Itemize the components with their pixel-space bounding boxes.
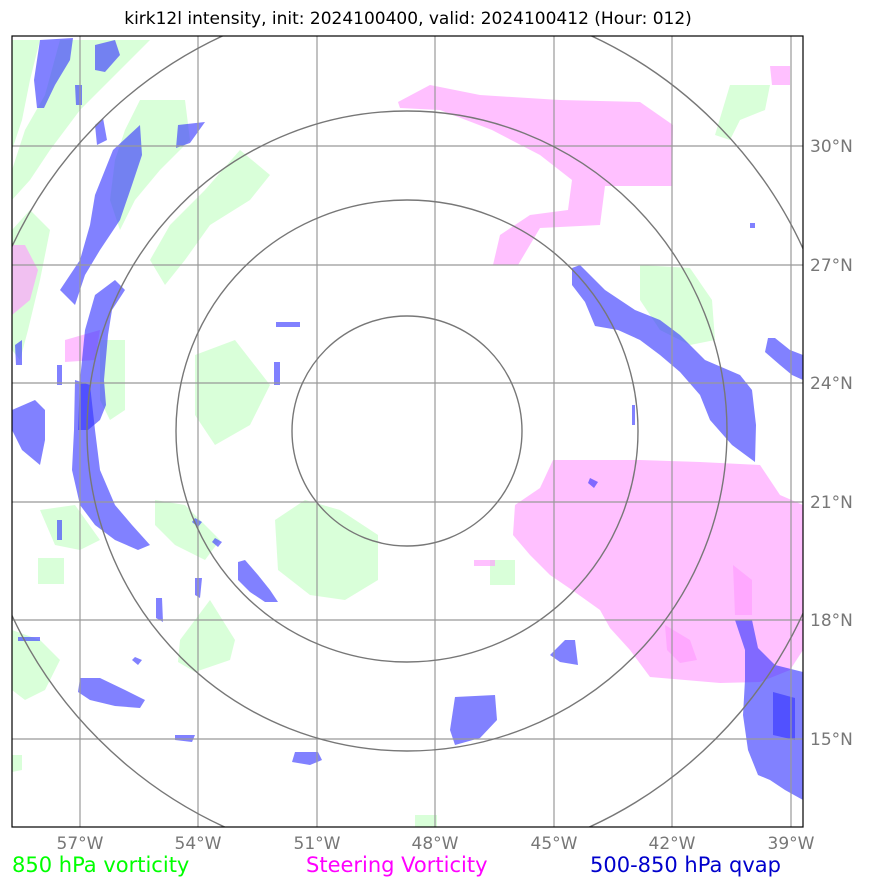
- legend-850-vorticity: 850 hPa vorticity: [12, 853, 190, 877]
- range-ring-1: [291, 315, 523, 547]
- map-title: kirk12l intensity, init: 2024100400, val…: [124, 9, 692, 29]
- range-rings: [12, 36, 803, 827]
- lat-tick-labels: 30°N 27°N 24°N 21°N 18°N 15°N: [810, 137, 853, 750]
- lon-tick-39w: 39°W: [768, 834, 815, 854]
- lon-tick-45w: 45°W: [531, 834, 578, 854]
- lon-tick-labels: 57°W 54°W 51°W 48°W 45°W 42°W 39°W: [57, 834, 815, 854]
- range-ring-2: [175, 199, 639, 663]
- lon-tick-48w: 48°W: [412, 834, 459, 854]
- vorticity-850-layer: [12, 40, 770, 827]
- legend-steering-vorticity: Steering Vorticity: [306, 853, 488, 877]
- lat-tick-21n: 21°N: [810, 493, 853, 513]
- lon-tick-57w: 57°W: [57, 834, 104, 854]
- lat-lon-grid: [12, 36, 803, 827]
- lat-tick-24n: 24°N: [810, 374, 853, 394]
- lat-tick-18n: 18°N: [810, 611, 853, 631]
- legend-qvap: 500-850 hPa qvap: [590, 853, 781, 877]
- lat-tick-15n: 15°N: [810, 730, 853, 750]
- lat-tick-30n: 30°N: [810, 137, 853, 157]
- range-ring-3: [86, 110, 728, 752]
- lon-tick-51w: 51°W: [294, 834, 341, 854]
- lon-tick-54w: 54°W: [175, 834, 222, 854]
- lat-tick-27n: 27°N: [810, 256, 853, 276]
- steering-vorticity-layer: [12, 66, 803, 683]
- qvap-layer: [12, 38, 803, 800]
- plot-frame: [11, 35, 804, 828]
- lon-tick-42w: 42°W: [649, 834, 696, 854]
